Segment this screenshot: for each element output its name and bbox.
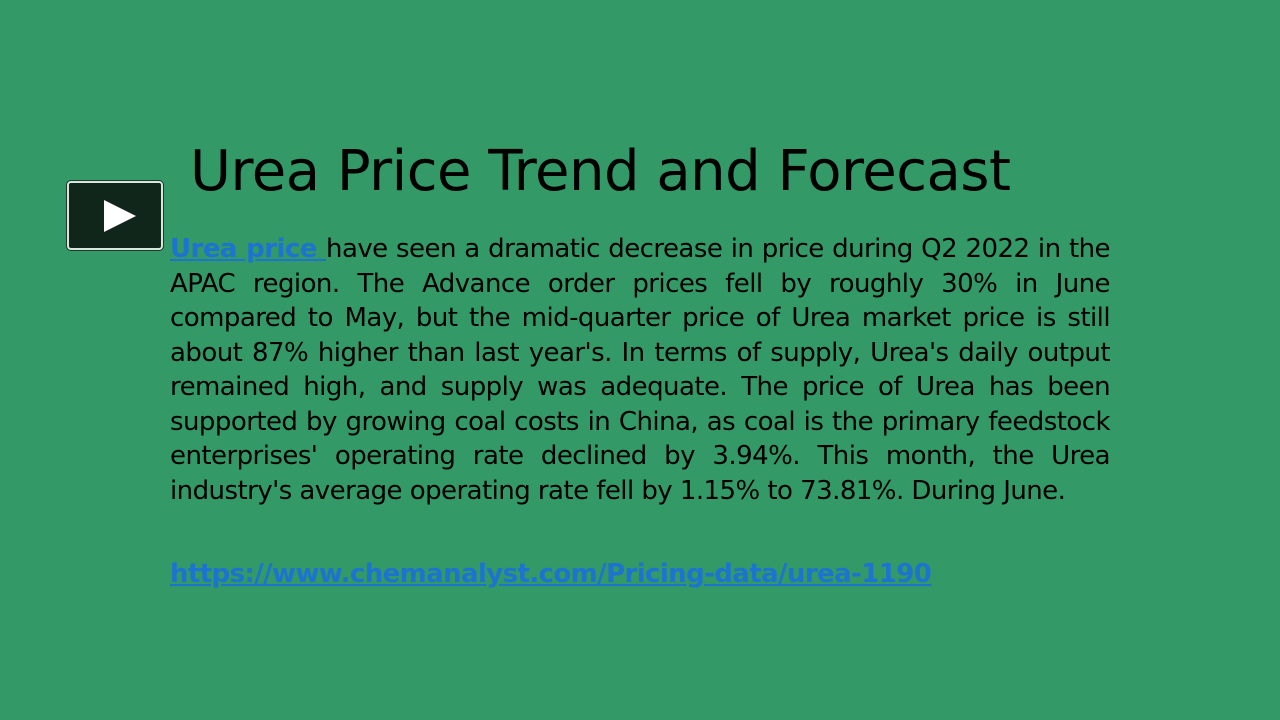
source-link[interactable]: https://www.chemanalyst.com/Pricing-data…: [170, 559, 932, 589]
body-paragraph: Urea price have seen a dramatic decrease…: [170, 232, 1111, 508]
urea-price-link[interactable]: Urea price: [170, 234, 327, 264]
play-icon: [104, 200, 136, 232]
body-text: have seen a dramatic decrease in price d…: [170, 234, 1111, 506]
slide-title: Urea Price Trend and Forecast: [190, 139, 1011, 204]
play-button[interactable]: [67, 181, 163, 250]
